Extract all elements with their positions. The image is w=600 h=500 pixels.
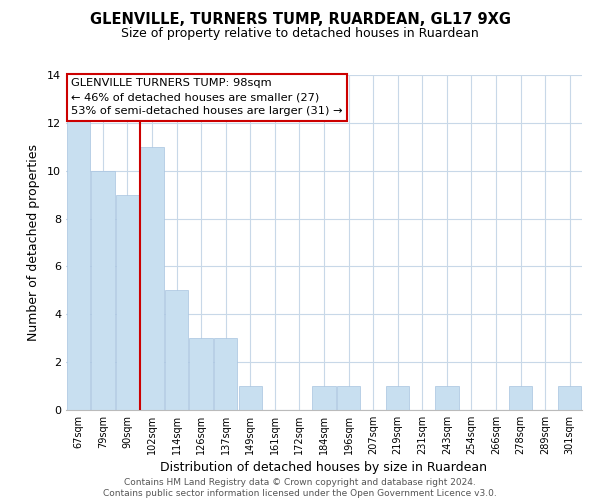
Bar [558,386,581,410]
Text: Size of property relative to detached houses in Ruardean: Size of property relative to detached ho… [121,28,479,40]
Bar [509,386,532,410]
Bar [116,194,139,410]
Bar [435,386,458,410]
Bar [214,338,238,410]
Bar [67,99,90,410]
Text: GLENVILLE, TURNERS TUMP, RUARDEAN, GL17 9XG: GLENVILLE, TURNERS TUMP, RUARDEAN, GL17 … [89,12,511,28]
Text: Contains HM Land Registry data © Crown copyright and database right 2024.
Contai: Contains HM Land Registry data © Crown c… [103,478,497,498]
Bar [91,170,115,410]
Bar [165,290,188,410]
Bar [140,147,164,410]
Bar [239,386,262,410]
X-axis label: Distribution of detached houses by size in Ruardean: Distribution of detached houses by size … [161,461,487,474]
Bar [313,386,335,410]
Bar [386,386,409,410]
Y-axis label: Number of detached properties: Number of detached properties [27,144,40,341]
Bar [337,386,360,410]
Text: GLENVILLE TURNERS TUMP: 98sqm
← 46% of detached houses are smaller (27)
53% of s: GLENVILLE TURNERS TUMP: 98sqm ← 46% of d… [71,78,343,116]
Bar [190,338,213,410]
